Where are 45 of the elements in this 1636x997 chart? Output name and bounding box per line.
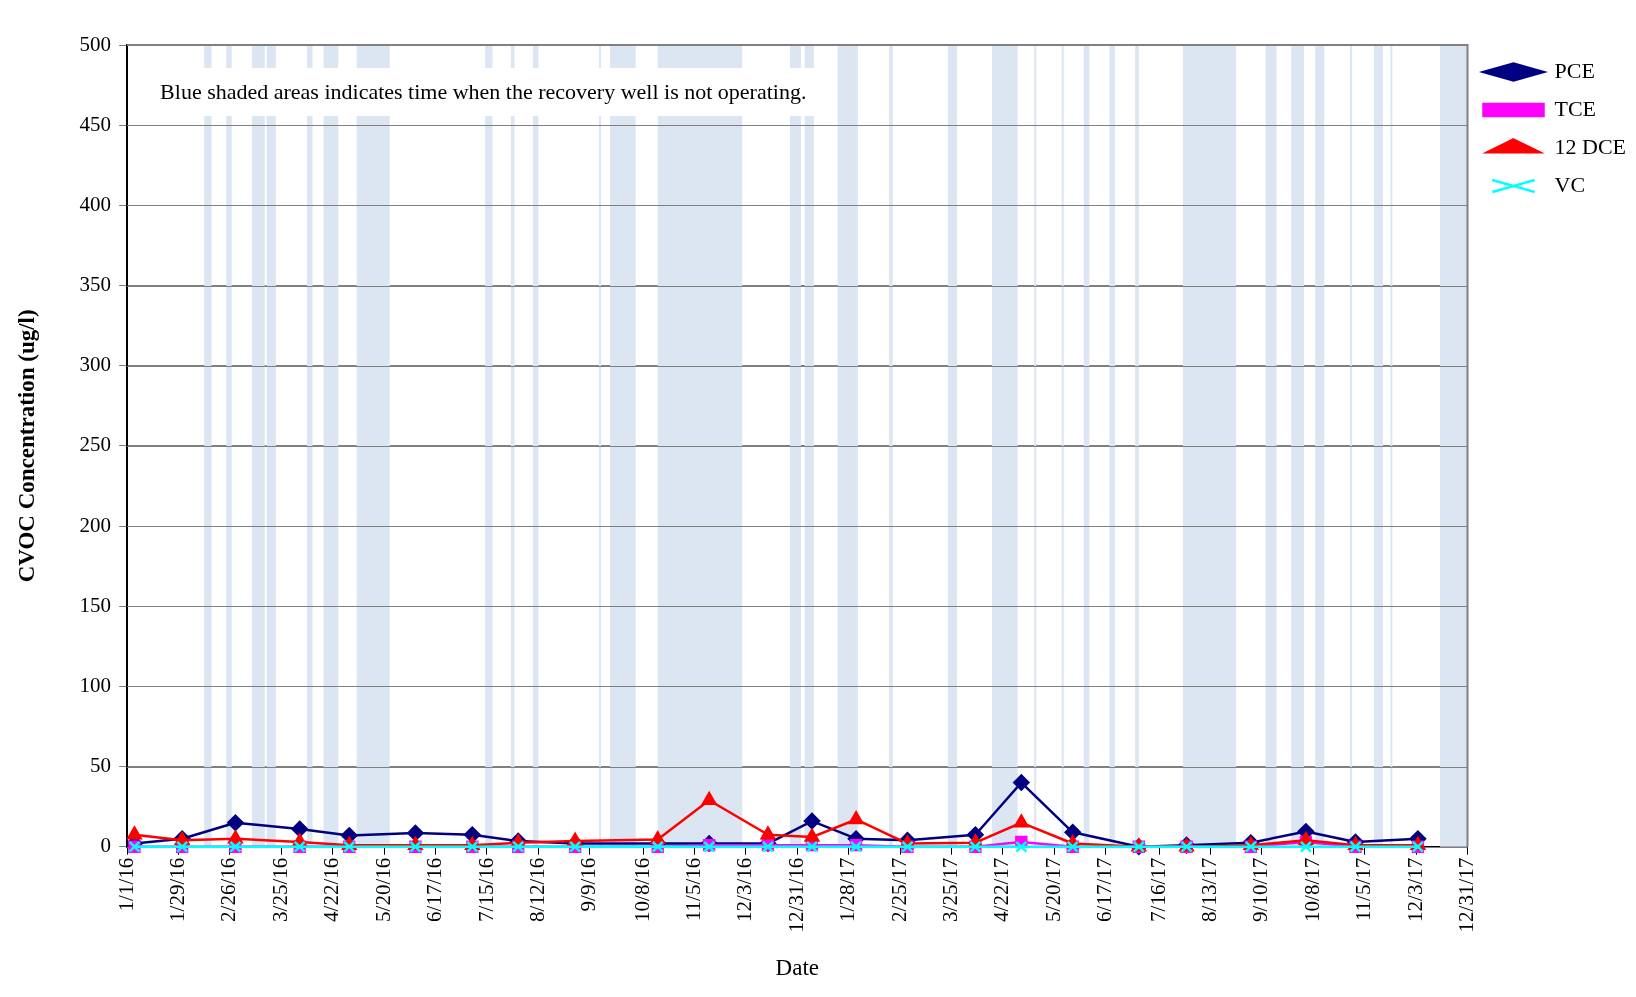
x-tick-label: 9/10/17 — [1248, 857, 1273, 922]
legend-label: TCE — [1554, 95, 1597, 121]
x-tick-label: 5/20/16 — [370, 857, 395, 922]
x-tick-label: 1/1/16 — [113, 857, 138, 912]
y-tick-label: 350 — [79, 272, 112, 297]
y-tick-label: 250 — [79, 432, 112, 457]
y-tick-label: 450 — [79, 111, 112, 136]
x-tick-label: 7/16/17 — [1145, 857, 1170, 922]
x-tick-label: 8/12/16 — [524, 857, 549, 922]
x-tick-label: 7/15/16 — [473, 857, 498, 922]
x-tick-label: 2/25/17 — [886, 857, 911, 922]
y-tick-label: 100 — [79, 672, 112, 697]
x-tick-label: 11/5/16 — [680, 857, 705, 922]
x-tick-label: 12/3/16 — [732, 857, 757, 922]
y-tick-label: 0 — [100, 833, 112, 858]
y-tick-label: 300 — [79, 352, 112, 377]
y-tick-label: 500 — [79, 31, 112, 56]
x-tick-label: 6/17/17 — [1092, 857, 1117, 922]
x-tick-label: 2/26/16 — [216, 857, 241, 922]
legend-label: 12 DCE — [1554, 133, 1626, 159]
x-tick-label: 4/22/17 — [989, 857, 1014, 922]
x-tick-label: 1/29/16 — [165, 857, 190, 922]
x-tick-label: 8/13/17 — [1196, 857, 1221, 922]
x-tick-label: 10/8/17 — [1299, 857, 1324, 922]
y-tick-label: 50 — [90, 753, 112, 778]
x-tick-label: 12/3/17 — [1402, 857, 1427, 922]
x-tick-label: 11/5/17 — [1351, 857, 1376, 922]
x-tick-label: 9/9/16 — [576, 857, 601, 912]
x-tick-label: 1/28/17 — [835, 857, 860, 922]
legend-label: VC — [1554, 171, 1586, 197]
x-tick-label: 6/17/16 — [422, 857, 447, 922]
y-tick-label: 150 — [79, 592, 112, 617]
y-tick-label: 400 — [79, 191, 112, 216]
x-tick-label: 10/8/16 — [629, 857, 654, 922]
x-tick-label: 12/31/16 — [783, 857, 808, 933]
x-tick-label: 3/25/16 — [267, 857, 292, 922]
y-tick-label: 200 — [79, 512, 112, 537]
x-tick-label: 12/31/17 — [1454, 857, 1479, 933]
x-tick-label: 5/20/17 — [1040, 857, 1065, 922]
legend-label: PCE — [1554, 57, 1595, 83]
x-tick-label: 4/22/16 — [319, 857, 344, 922]
x-tick-label: 3/25/17 — [938, 857, 963, 922]
annotation: Blue shaded areas indicates time when the recovery well is not operating. — [160, 78, 807, 104]
x-axis-title: Date — [775, 955, 820, 981]
y-axis-title: CVOC Concentration (ug/l) — [13, 309, 39, 583]
